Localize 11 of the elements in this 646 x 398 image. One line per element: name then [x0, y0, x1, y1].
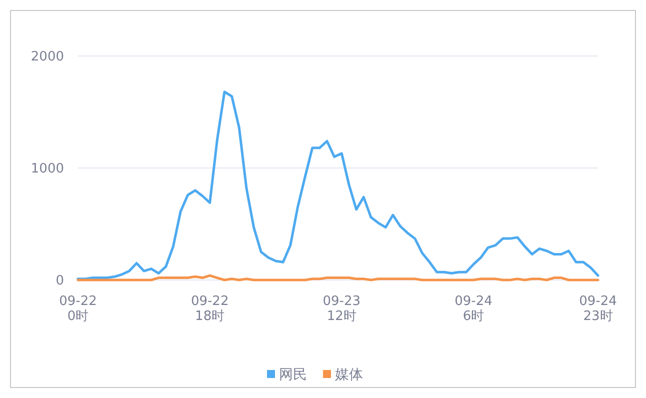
line-series	[76, 90, 600, 280]
x-tick-label: 09-22 0时	[59, 294, 97, 324]
legend-label: 网民	[279, 366, 307, 383]
y-tick-label: 1000	[30, 162, 64, 177]
y-tick-label: 0	[56, 274, 64, 289]
y-tick-label: 2000	[30, 50, 64, 65]
x-tick-label: 09-24 6时	[454, 294, 492, 324]
x-tick-label: 09-22 18时	[190, 294, 229, 324]
x-tick-label: 09-24 23时	[579, 294, 617, 324]
legend-label: 媒体	[335, 366, 363, 383]
x-tick-label: 09-23 12时	[322, 294, 361, 324]
